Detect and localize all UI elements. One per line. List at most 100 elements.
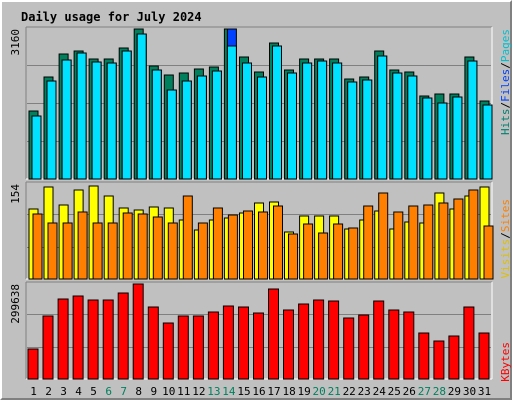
- legend-item-sites: Sites: [499, 199, 512, 232]
- legend-top: Hits/Files/Pages: [499, 29, 512, 135]
- bar-kbytes-day-11: [177, 315, 189, 380]
- bar-kbytes-day-19: [298, 303, 310, 380]
- bar-kbytes-day-9: [147, 306, 159, 380]
- bar-kbytes-day-18: [283, 309, 294, 380]
- day-label-23: 23: [358, 385, 371, 398]
- legend-item-pages: Pages: [499, 29, 512, 62]
- day-label-14: 14: [222, 385, 236, 398]
- bar-pages-day-5: [91, 61, 102, 180]
- bar-kbytes-day-26: [403, 311, 415, 380]
- bar-sites-day-14: [227, 214, 238, 280]
- bar-sites-day-29: [453, 198, 464, 280]
- y-max-label: 154: [9, 184, 22, 204]
- day-label-21: 21: [328, 385, 341, 398]
- day-label-20: 20: [312, 385, 325, 398]
- bar-pages-day-19: [302, 62, 313, 180]
- day-label-24: 24: [373, 385, 387, 398]
- bar-pages-day-7: [121, 50, 132, 180]
- legend-item-kbytes: KBytes: [499, 342, 512, 382]
- bar-kbytes-day-4: [72, 295, 84, 380]
- bar-sites-day-17: [273, 205, 283, 280]
- bar-sites-day-18: [288, 233, 298, 280]
- bar-pages-day-27: [422, 97, 433, 180]
- bar-pages-day-13: [211, 70, 222, 180]
- day-label-8: 8: [135, 385, 142, 398]
- bar-sites-day-30: [468, 189, 479, 280]
- bar-pages-day-30: [467, 60, 478, 180]
- bar-pages-day-9: [151, 69, 162, 180]
- legend-item-separator: /: [499, 62, 512, 69]
- legend-item-visits: Visits: [499, 239, 512, 279]
- day-label-31: 31: [478, 385, 491, 398]
- legend-item-files: Files: [499, 69, 512, 102]
- bar-sites-day-15: [243, 210, 253, 280]
- legend-bottom: KBytes: [499, 342, 512, 382]
- bar-pages-day-26: [407, 75, 418, 180]
- y-max-label: 299638: [9, 284, 22, 324]
- bar-kbytes-day-17: [268, 288, 279, 380]
- bar-kbytes-day-25: [388, 309, 400, 380]
- bar-kbytes-day-10: [162, 322, 174, 380]
- bar-pages-day-20: [317, 60, 328, 180]
- bar-kbytes-day-29: [448, 335, 460, 380]
- series-kbytes: [27, 283, 490, 380]
- bar-kbytes-day-20: [313, 299, 325, 380]
- day-label-7: 7: [120, 385, 127, 398]
- bar-kbytes-day-31: [478, 332, 490, 380]
- bar-pages-day-11: [181, 80, 192, 180]
- bar-pages-day-21: [332, 62, 343, 180]
- day-label-28: 28: [433, 385, 446, 398]
- bar-sites-day-28: [438, 202, 449, 280]
- panel-kbytes: 299638: [9, 281, 493, 380]
- day-label-2: 2: [45, 385, 52, 398]
- bar-sites-day-31: [483, 225, 494, 280]
- bar-pages-day-10: [166, 89, 177, 180]
- bar-pages-day-24: [377, 55, 388, 180]
- bar-sites-day-9: [152, 216, 163, 280]
- bar-sites-day-12: [197, 222, 208, 280]
- day-label-27: 27: [418, 385, 431, 398]
- day-label-16: 16: [252, 385, 265, 398]
- bar-sites-day-27: [423, 204, 434, 280]
- bar-kbytes-day-28: [433, 340, 445, 380]
- bar-sites-day-6: [107, 222, 118, 280]
- bar-sites-day-11: [182, 195, 193, 280]
- bar-kbytes-day-30: [463, 306, 475, 380]
- y-max-label: 3160: [9, 29, 22, 56]
- bar-sites-day-3: [62, 222, 73, 280]
- day-label-9: 9: [150, 385, 157, 398]
- bar-pages-day-3: [61, 59, 72, 180]
- day-label-29: 29: [448, 385, 461, 398]
- bar-kbytes-day-22: [343, 317, 355, 380]
- bar-sites-day-25: [393, 211, 404, 280]
- legend-item-hits: Hits: [499, 109, 512, 136]
- bar-pages-day-18: [287, 72, 297, 180]
- series-sites: [32, 189, 494, 280]
- day-label-1: 1: [30, 385, 37, 398]
- bar-kbytes-day-3: [57, 298, 69, 380]
- day-label-22: 22: [343, 385, 356, 398]
- bar-pages-day-4: [76, 52, 87, 180]
- day-label-4: 4: [75, 385, 82, 398]
- bar-kbytes-day-15: [238, 306, 249, 380]
- x-axis-day-labels: 1 2 3 4 5 6 7 8 9 10 11 12 13 14 15 16 17 18 19 20 21 22 23 24 2…: [30, 385, 491, 398]
- day-label-5: 5: [90, 385, 97, 398]
- bar-pages-day-12: [196, 75, 207, 180]
- bar-pages-day-6: [106, 62, 117, 180]
- bar-sites-day-24: [378, 192, 389, 280]
- bar-sites-day-2: [47, 222, 58, 280]
- day-label-10: 10: [162, 385, 175, 398]
- chart-title: Daily usage for July 2024: [21, 10, 202, 24]
- bar-sites-day-5: [92, 222, 103, 280]
- bar-pages-day-14: [226, 45, 237, 180]
- day-label-6: 6: [105, 385, 112, 398]
- day-label-11: 11: [177, 385, 190, 398]
- bar-sites-day-21: [333, 223, 344, 280]
- bar-sites-day-1: [32, 213, 43, 280]
- bar-sites-day-20: [318, 232, 329, 280]
- bar-pages-day-22: [347, 81, 358, 180]
- panel-pages_files_hits: 3160: [9, 26, 493, 180]
- bar-pages-day-8: [136, 33, 147, 180]
